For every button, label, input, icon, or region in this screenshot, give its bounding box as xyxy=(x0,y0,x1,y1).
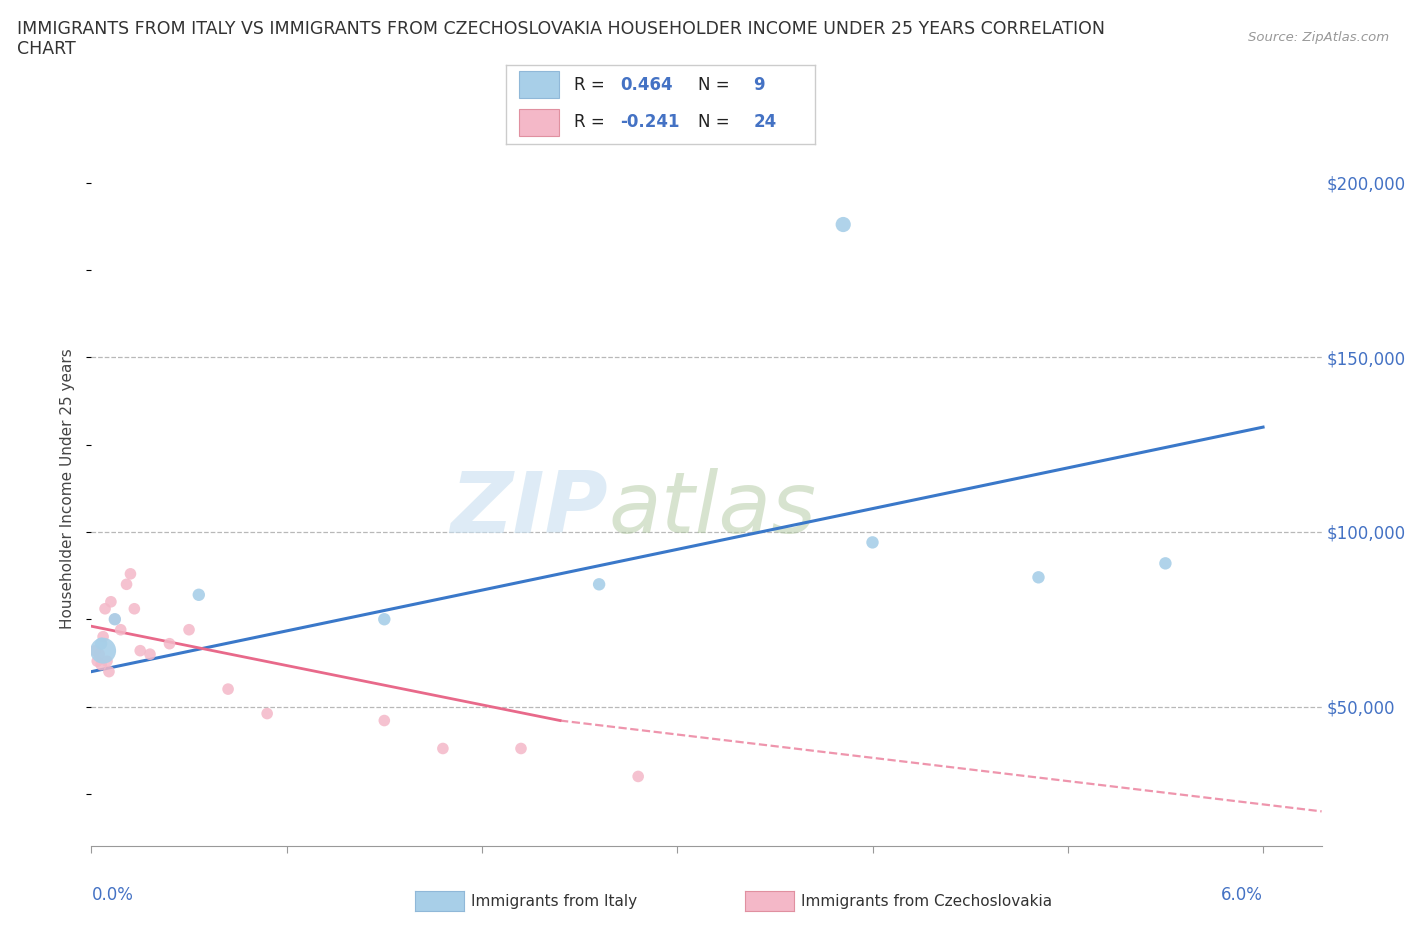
Point xyxy=(177,622,200,637)
FancyBboxPatch shape xyxy=(519,110,558,137)
Point xyxy=(217,682,239,697)
Y-axis label: Householder Income Under 25 years: Householder Income Under 25 years xyxy=(60,348,76,629)
Point xyxy=(115,577,138,591)
Point xyxy=(832,217,855,232)
Point xyxy=(100,594,122,609)
Point xyxy=(86,654,108,669)
Text: Source: ZipAtlas.com: Source: ZipAtlas.com xyxy=(1249,31,1389,44)
Point xyxy=(104,612,127,627)
Point xyxy=(98,664,120,679)
Text: 0.0%: 0.0% xyxy=(91,885,134,904)
Point xyxy=(432,741,454,756)
Point xyxy=(89,646,111,661)
Text: atlas: atlas xyxy=(607,468,815,551)
Point xyxy=(627,769,650,784)
FancyBboxPatch shape xyxy=(519,72,558,99)
Point xyxy=(862,535,884,550)
Point xyxy=(159,636,181,651)
Point xyxy=(1154,556,1177,571)
Text: Immigrants from Italy: Immigrants from Italy xyxy=(471,894,637,909)
Point xyxy=(124,602,146,617)
Text: 6.0%: 6.0% xyxy=(1222,885,1263,904)
Text: 0.464: 0.464 xyxy=(620,76,673,94)
Point xyxy=(373,612,395,627)
Point xyxy=(90,636,112,651)
Point xyxy=(90,658,112,672)
Text: IMMIGRANTS FROM ITALY VS IMMIGRANTS FROM CZECHOSLOVAKIA HOUSEHOLDER INCOME UNDER: IMMIGRANTS FROM ITALY VS IMMIGRANTS FROM… xyxy=(17,20,1105,38)
Text: R =: R = xyxy=(574,76,610,94)
Point xyxy=(256,706,278,721)
Point xyxy=(91,630,114,644)
Point xyxy=(129,644,152,658)
Text: CHART: CHART xyxy=(17,40,76,58)
Text: N =: N = xyxy=(697,113,735,131)
Point xyxy=(91,644,114,658)
Text: 9: 9 xyxy=(754,76,765,94)
Point xyxy=(139,646,162,661)
Point xyxy=(588,577,610,591)
Point xyxy=(1028,570,1050,585)
Point xyxy=(187,588,209,603)
Point xyxy=(94,602,117,617)
Text: N =: N = xyxy=(697,76,735,94)
Point xyxy=(510,741,533,756)
Text: -0.241: -0.241 xyxy=(620,113,681,131)
Point xyxy=(84,644,107,658)
Point xyxy=(373,713,395,728)
Text: 24: 24 xyxy=(754,113,778,131)
Text: Immigrants from Czechoslovakia: Immigrants from Czechoslovakia xyxy=(801,894,1053,909)
Point xyxy=(104,612,127,627)
Text: ZIP: ZIP xyxy=(450,468,607,551)
Point xyxy=(110,622,132,637)
Point xyxy=(120,566,142,581)
Text: R =: R = xyxy=(574,113,610,131)
Point xyxy=(96,654,118,669)
